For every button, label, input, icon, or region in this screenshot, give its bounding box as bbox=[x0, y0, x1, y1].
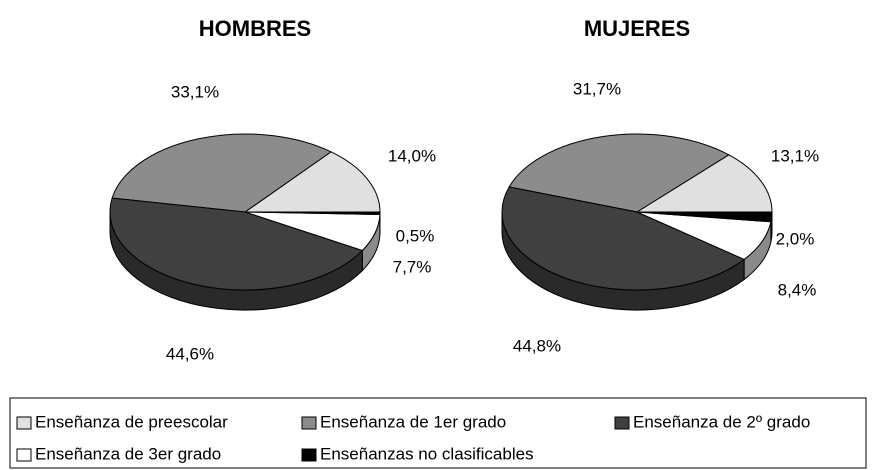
legend-label: Enseñanza de 1er grado bbox=[320, 412, 506, 431]
value-label: 2,0% bbox=[776, 229, 815, 248]
pie-slice bbox=[111, 133, 332, 213]
pie-slice bbox=[109, 197, 364, 291]
chart-title: MUJERES bbox=[584, 16, 690, 41]
legend-label: Enseñanzas no clasificables bbox=[320, 444, 534, 463]
legend-label: Enseñanza de preescolar bbox=[35, 412, 228, 431]
legend-label: Enseñanza de 2º grado bbox=[633, 412, 810, 431]
legend-label: Enseñanza de 3er grado bbox=[35, 444, 221, 463]
legend-swatch bbox=[16, 448, 32, 462]
value-label: 0,5% bbox=[396, 226, 435, 245]
pie-slice bbox=[508, 133, 730, 213]
legend-swatch bbox=[614, 416, 630, 430]
value-label: 8,4% bbox=[778, 280, 817, 299]
legend-swatch bbox=[301, 416, 317, 430]
pie-slice bbox=[636, 211, 773, 223]
value-label: 44,8% bbox=[513, 336, 561, 355]
pie-slice bbox=[244, 211, 381, 215]
chart-title: HOMBRES bbox=[199, 16, 311, 41]
pie-slice bbox=[243, 151, 381, 213]
value-label: 14,0% bbox=[388, 146, 436, 165]
legend-swatch bbox=[16, 416, 32, 430]
value-label: 13,1% bbox=[771, 146, 819, 165]
legend-swatch bbox=[301, 448, 317, 462]
legend-box bbox=[9, 397, 867, 469]
value-label: 44,6% bbox=[166, 344, 214, 363]
pie-slice bbox=[635, 154, 773, 213]
value-label: 7,7% bbox=[393, 257, 432, 276]
value-label: 33,1% bbox=[171, 82, 219, 101]
pie-slice bbox=[501, 186, 746, 291]
value-label: 31,7% bbox=[573, 79, 621, 98]
